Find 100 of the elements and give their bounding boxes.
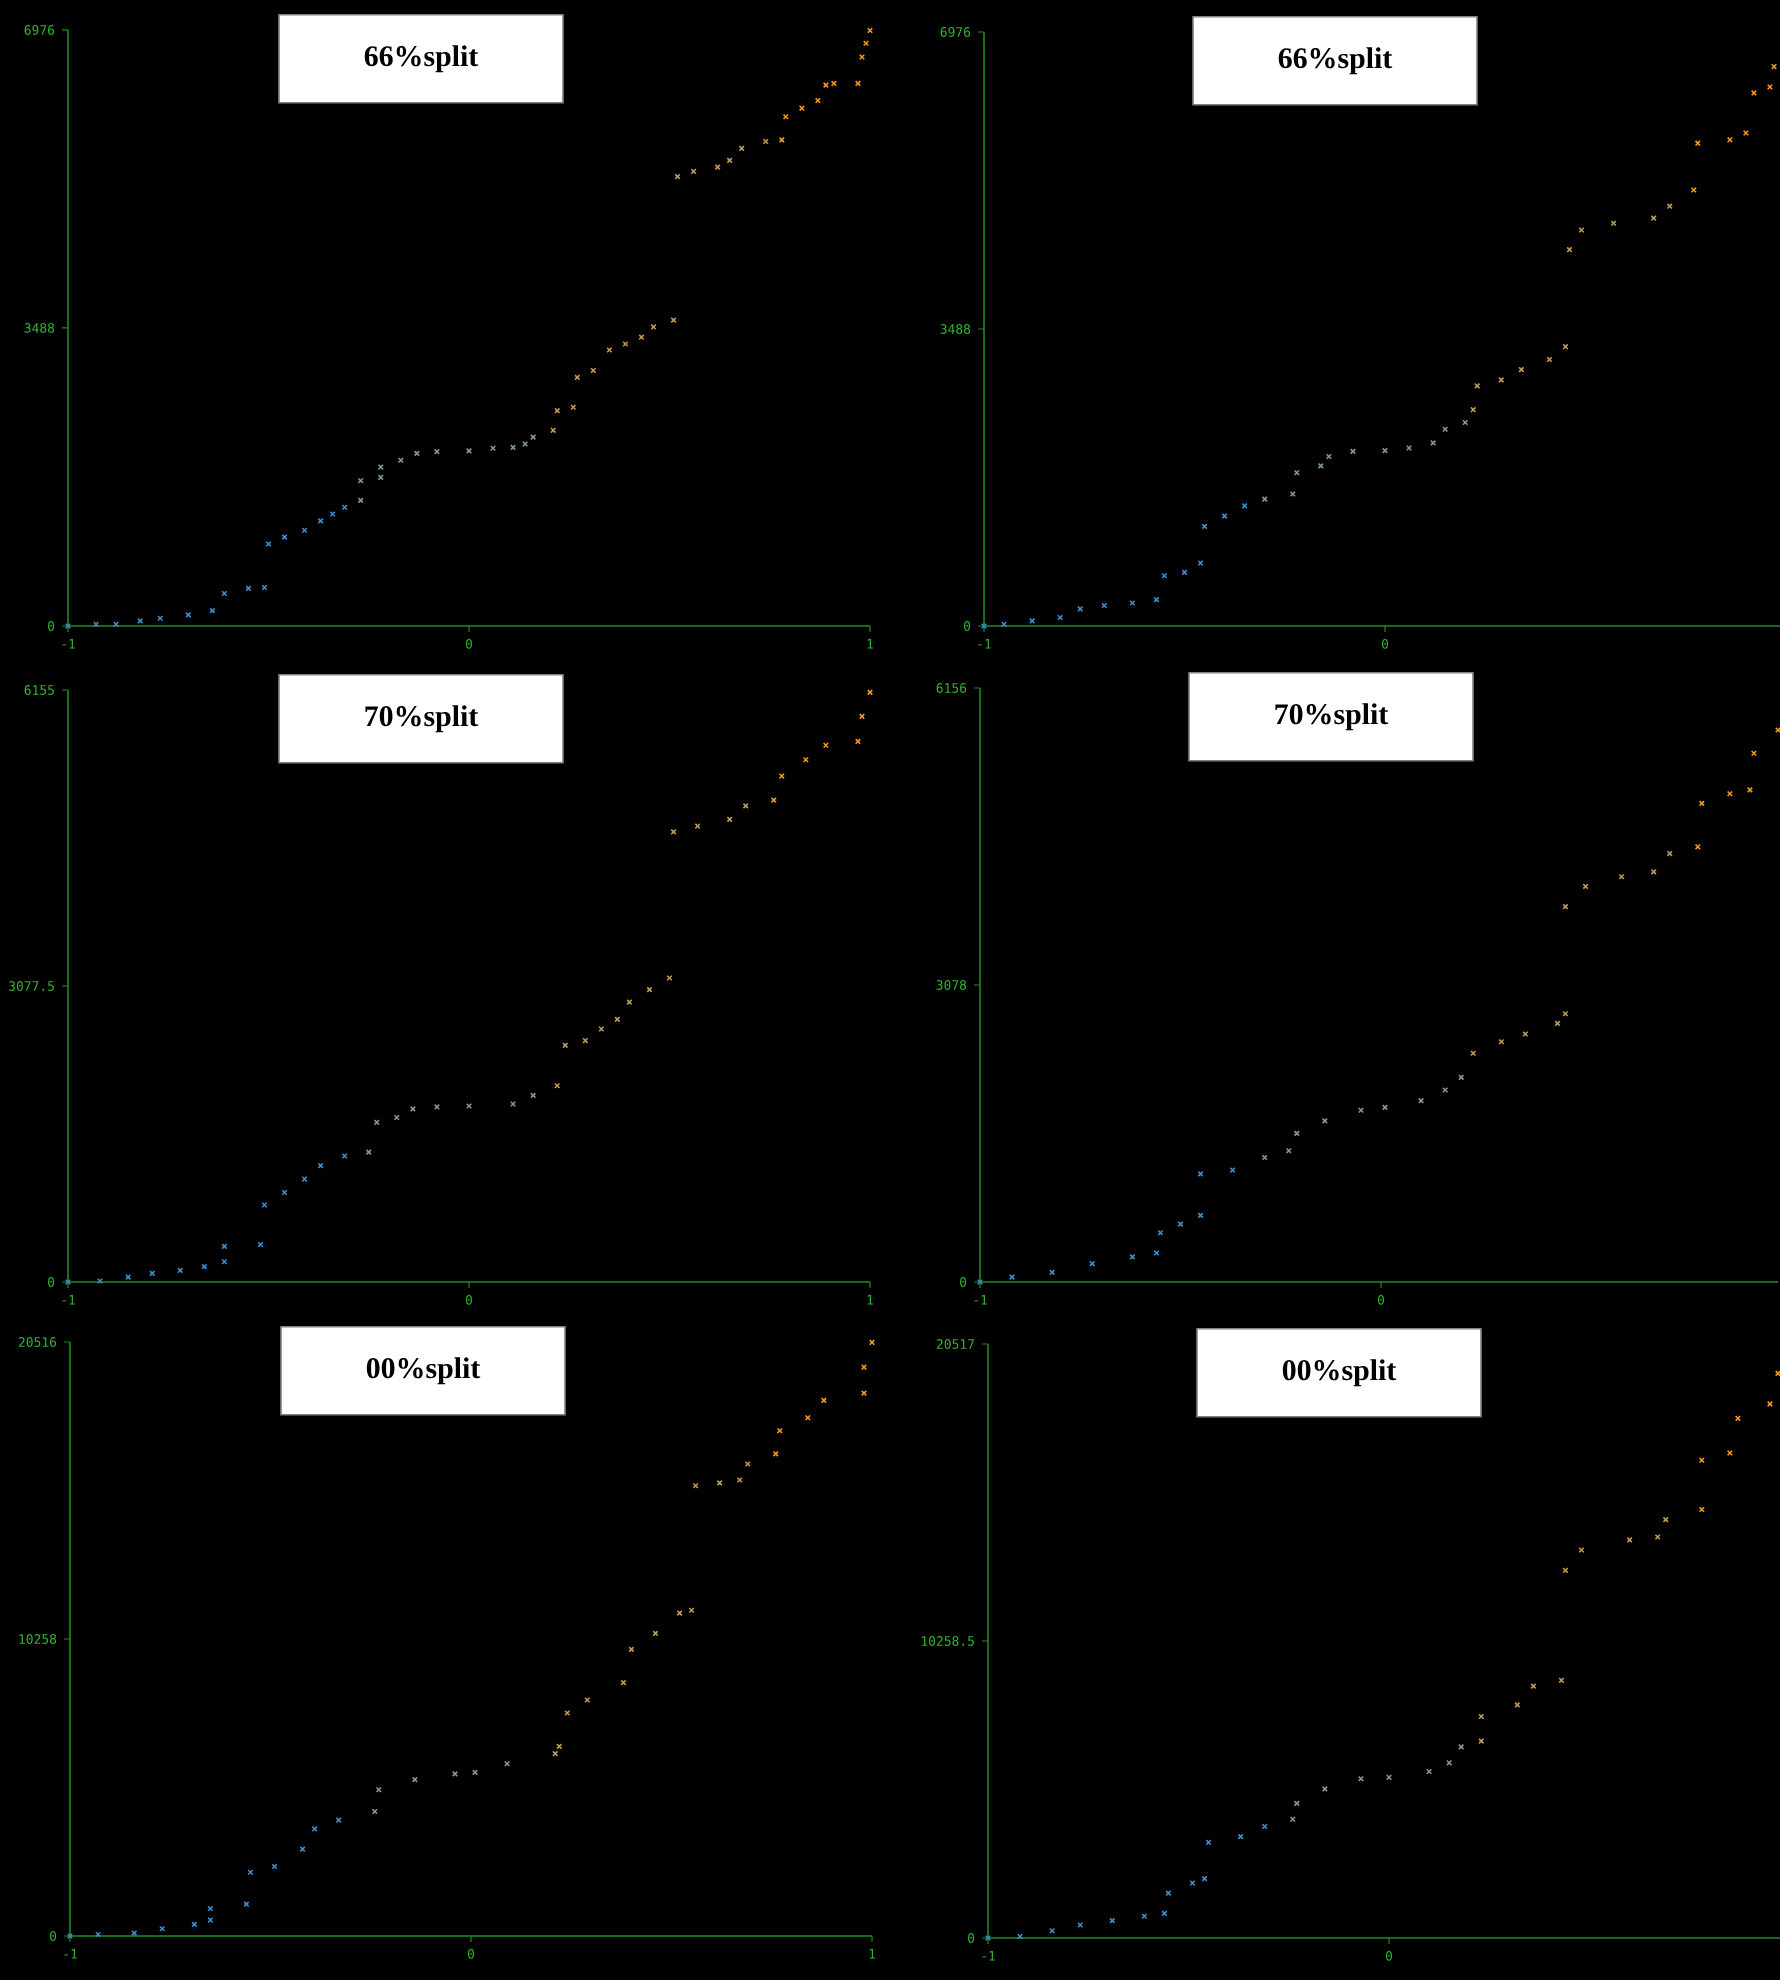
point	[1293, 469, 1300, 476]
point	[1089, 1260, 1096, 1267]
point	[157, 615, 164, 622]
point	[976, 1278, 984, 1286]
point	[980, 622, 988, 630]
point	[149, 1270, 156, 1277]
point	[1406, 444, 1413, 452]
point	[409, 1105, 416, 1112]
point	[530, 434, 537, 441]
point	[738, 145, 745, 152]
point	[375, 1786, 382, 1793]
point	[1109, 1917, 1116, 1924]
point	[522, 440, 529, 448]
point	[652, 1630, 659, 1637]
point	[221, 590, 228, 597]
point	[822, 82, 829, 89]
point	[1546, 356, 1553, 363]
point	[271, 1863, 278, 1870]
point	[433, 1103, 440, 1110]
point	[860, 1390, 868, 1397]
point	[1470, 406, 1477, 413]
point	[1009, 1274, 1016, 1281]
point	[1029, 617, 1036, 624]
point	[550, 427, 557, 434]
point	[137, 617, 144, 624]
point	[1293, 1800, 1300, 1807]
point	[373, 1119, 380, 1126]
point	[614, 1016, 621, 1023]
point	[317, 1162, 324, 1169]
point	[1498, 1038, 1505, 1045]
chart-title: 70%split	[1275, 703, 1389, 731]
point	[646, 986, 653, 993]
point	[1662, 1516, 1669, 1523]
point	[1442, 1086, 1449, 1094]
point	[1554, 1020, 1561, 1027]
point	[1694, 140, 1701, 147]
point	[858, 53, 866, 61]
point	[1201, 1875, 1208, 1882]
point	[1153, 596, 1160, 603]
point	[510, 1100, 517, 1108]
point	[125, 1274, 132, 1281]
point	[1726, 1449, 1733, 1457]
point	[191, 1921, 198, 1928]
point	[341, 504, 348, 511]
point	[562, 1042, 569, 1049]
point	[1430, 439, 1437, 446]
point	[1750, 750, 1758, 757]
point	[64, 1278, 72, 1286]
point	[377, 474, 384, 481]
point	[804, 1414, 811, 1421]
point	[66, 1932, 74, 1940]
point	[1442, 426, 1449, 433]
point	[1694, 843, 1701, 850]
point	[261, 584, 268, 591]
point	[1750, 89, 1757, 96]
chart-title: 66%split	[1278, 47, 1393, 75]
point	[1566, 246, 1573, 253]
point	[131, 1930, 138, 1937]
point	[674, 173, 681, 180]
chart-title: 00%split	[1282, 1359, 1397, 1387]
point	[802, 756, 809, 763]
point	[628, 1646, 635, 1653]
chart-title: 00%split	[366, 1357, 481, 1385]
point	[1474, 382, 1481, 389]
point	[281, 1189, 288, 1196]
point	[1285, 1147, 1292, 1154]
point	[1726, 136, 1733, 143]
point	[1446, 1759, 1453, 1766]
point	[1458, 1743, 1465, 1750]
point	[776, 1427, 783, 1434]
point	[690, 168, 697, 175]
point	[209, 607, 216, 614]
point	[451, 1770, 459, 1777]
point	[357, 497, 364, 504]
point	[159, 1925, 166, 1932]
point	[465, 1102, 473, 1110]
point	[1774, 726, 1780, 734]
point	[207, 1905, 214, 1912]
chart-title: 66%split	[364, 45, 479, 73]
point	[97, 1277, 104, 1285]
point	[1618, 873, 1625, 880]
point	[1746, 786, 1753, 793]
point	[1742, 129, 1749, 137]
point	[1321, 1117, 1328, 1124]
point	[1205, 1839, 1212, 1846]
point	[221, 1243, 228, 1250]
point	[1201, 523, 1208, 530]
point	[726, 157, 733, 164]
chart-title: 70%split	[365, 705, 479, 733]
point	[1666, 203, 1673, 210]
point	[620, 1679, 627, 1686]
point	[570, 404, 577, 411]
point	[798, 105, 805, 112]
point	[245, 585, 252, 592]
point	[1289, 1816, 1296, 1823]
point	[782, 113, 789, 120]
point	[778, 136, 785, 143]
point	[1237, 1833, 1244, 1840]
point	[1321, 1785, 1328, 1792]
point	[1141, 1913, 1148, 1920]
